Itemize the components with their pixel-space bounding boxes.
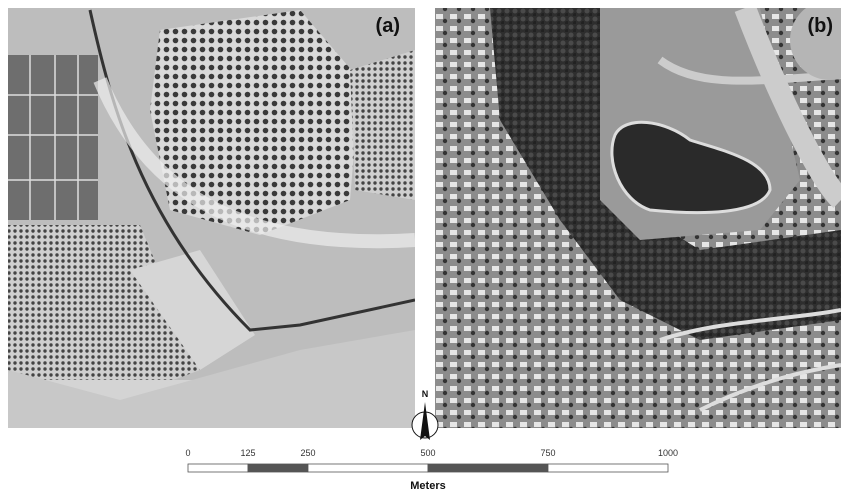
panel-label: (a) [376,15,400,37]
panel-b: (b) [435,8,841,428]
scale-tick-label: 250 [300,448,315,458]
scale-tick-label: 500 [420,448,435,458]
scale-segment [247,463,309,473]
scale-segment [187,463,249,473]
scale-segment [547,463,669,473]
scale-bar: 0 125 250 500 750 1000 [185,448,678,473]
scale-segment [427,463,549,473]
scale-unit: Meters [410,480,445,492]
panel-label: (b) [807,15,833,37]
panel-a: (a) [8,8,415,428]
scale-tick-label: 125 [240,448,255,458]
scale-tick-label: 750 [540,448,555,458]
north-label: N [422,389,429,399]
scale-tick-label: 0 [185,448,190,458]
scale-segment [307,463,429,473]
north-arrow: N [411,389,439,440]
scale-tick-label: 1000 [658,448,678,458]
